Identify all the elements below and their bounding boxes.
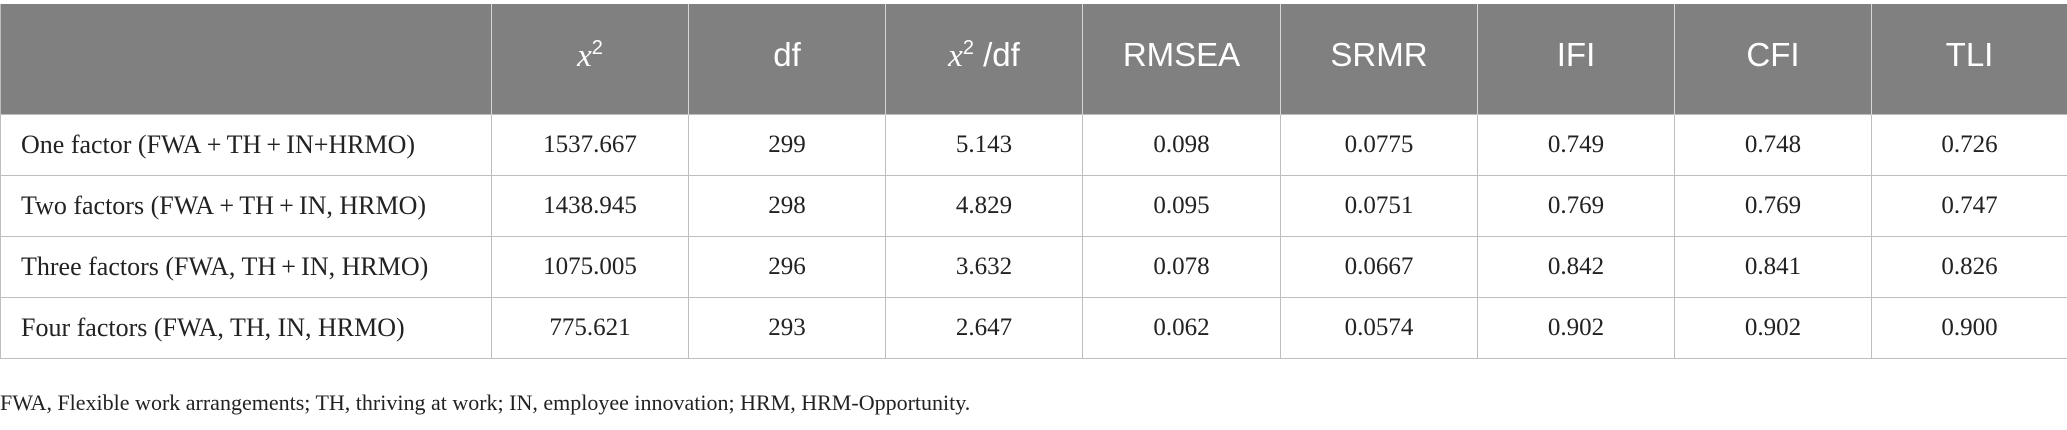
srmr-cell: 0.0667 [1280,236,1478,298]
chi-square-cell: 1438.945 [491,175,689,237]
rmsea-cell: 0.095 [1082,175,1281,237]
df-cell: 293 [688,297,886,359]
header-tli: TLI [1871,4,2067,115]
chi-square-cell: 1075.005 [491,236,689,298]
chi-square-cell: 775.621 [491,297,689,359]
table-row: Four factors (FWA, TH, IN, HRMO) 775.621… [0,297,2067,359]
table-row: Three factors (FWA, TH + IN, HRMO) 1075.… [0,236,2067,298]
cfi-cell: 0.769 [1674,175,1872,237]
header-row: x2 df x2 /df RMSEA SRMR IFI CFI TLI [0,4,2067,115]
cfi-cell: 0.841 [1674,236,1872,298]
df-cell: 298 [688,175,886,237]
header-srmr: SRMR [1280,4,1478,115]
header-chi-square: x2 [491,4,689,115]
chi-square-df-cell: 5.143 [885,114,1083,176]
model-label-cell: Four factors (FWA, TH, IN, HRMO) [0,297,492,359]
ifi-cell: 0.902 [1477,297,1675,359]
header-ifi: IFI [1477,4,1675,115]
cfi-cell: 0.748 [1674,114,1872,176]
chi-square-cell: 1537.667 [491,114,689,176]
df-cell: 296 [688,236,886,298]
table-row: One factor (FWA + TH + IN+HRMO) 1537.667… [0,114,2067,176]
tli-cell: 0.826 [1871,236,2067,298]
chi-square-df-cell: 3.632 [885,236,1083,298]
srmr-cell: 0.0574 [1280,297,1478,359]
header-rmsea: RMSEA [1082,4,1281,115]
table-row: Two factors (FWA + TH + IN, HRMO) 1438.9… [0,175,2067,237]
tli-cell: 0.726 [1871,114,2067,176]
srmr-cell: 0.0751 [1280,175,1478,237]
rmsea-cell: 0.062 [1082,297,1281,359]
chi-square-df-cell: 2.647 [885,297,1083,359]
model-label-cell: Three factors (FWA, TH + IN, HRMO) [0,236,492,298]
header-chi-square-df: x2 /df [885,4,1083,115]
ifi-cell: 0.749 [1477,114,1675,176]
model-label-cell: One factor (FWA + TH + IN+HRMO) [0,114,492,176]
rmsea-cell: 0.098 [1082,114,1281,176]
srmr-cell: 0.0775 [1280,114,1478,176]
ifi-cell: 0.842 [1477,236,1675,298]
df-cell: 299 [688,114,886,176]
model-label-cell: Two factors (FWA + TH + IN, HRMO) [0,175,492,237]
model-fit-table: x2 df x2 /df RMSEA SRMR IFI CFI TLI One … [0,4,2067,359]
header-df: df [688,4,886,115]
chi-square-df-cell: 4.829 [885,175,1083,237]
cfi-cell: 0.902 [1674,297,1872,359]
ifi-cell: 0.769 [1477,175,1675,237]
tli-cell: 0.900 [1871,297,2067,359]
header-cfi: CFI [1674,4,1872,115]
tli-cell: 0.747 [1871,175,2067,237]
rmsea-cell: 0.078 [1082,236,1281,298]
table-footnote: FWA, Flexible work arrangements; TH, thr… [0,390,971,415]
header-model [0,4,492,115]
